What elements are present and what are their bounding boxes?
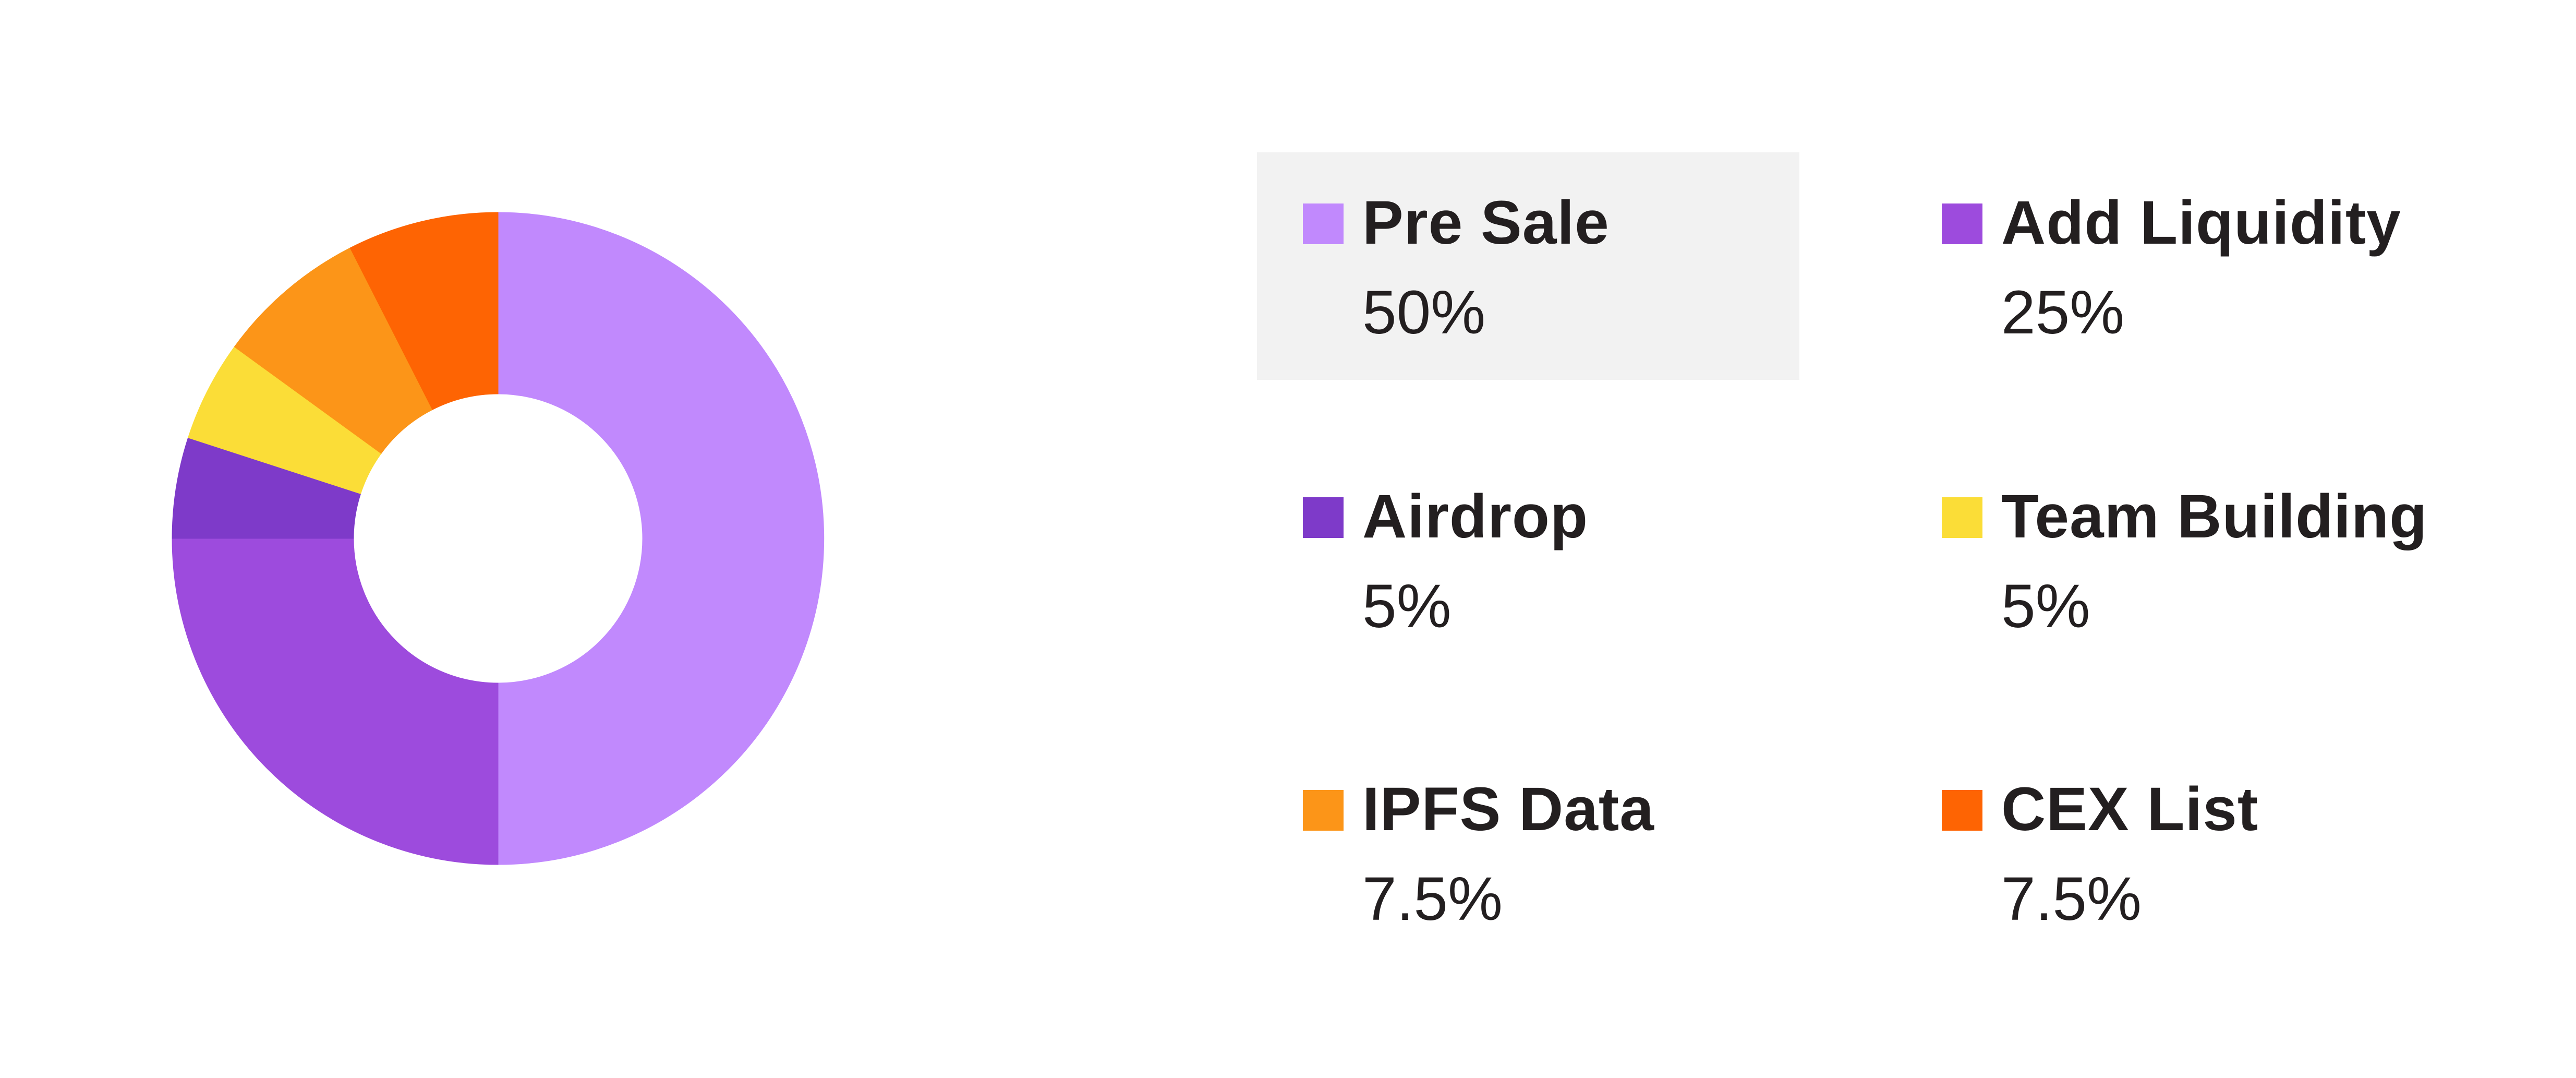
legend-item-pre-sale[interactable]: Pre Sale 50% [1257, 152, 1799, 380]
legend-item-ipfs-data[interactable]: IPFS Data 7.5% [1257, 739, 1799, 966]
legend-label: Team Building [2001, 482, 2428, 551]
legend-swatch [1942, 203, 1982, 244]
legend-value: 7.5% [2001, 865, 2142, 933]
legend-item-airdrop[interactable]: Airdrop 5% [1257, 446, 1799, 674]
legend-label: Airdrop [1362, 482, 1589, 551]
legend-item-cex-list[interactable]: CEX List 7.5% [1896, 739, 2438, 966]
slice-pre-sale[interactable] [498, 212, 825, 865]
slice-add-liquidity[interactable] [172, 538, 499, 865]
legend-label: CEX List [2001, 775, 2259, 844]
legend-label: Add Liquidity [2001, 188, 2401, 257]
legend-label: IPFS Data [1362, 775, 1654, 844]
legend-swatch [1303, 203, 1344, 244]
legend-swatch [1942, 790, 1982, 831]
legend-item-team-building[interactable]: Team Building 5% [1896, 446, 2438, 674]
legend-swatch [1942, 497, 1982, 538]
legend-label: Pre Sale [1362, 188, 1610, 257]
legend-value: 50% [1362, 278, 1486, 347]
legend-value: 5% [1362, 572, 1452, 641]
legend-swatch [1303, 790, 1344, 831]
legend-item-add-liquidity[interactable]: Add Liquidity 25% [1896, 152, 2438, 380]
legend-swatch [1303, 497, 1344, 538]
legend-value: 5% [2001, 572, 2090, 641]
legend-value: 7.5% [1362, 865, 1503, 933]
legend-value: 25% [2001, 278, 2125, 347]
slice-cex-list[interactable] [349, 212, 499, 410]
donut-chart [172, 212, 825, 865]
slice-ipfs-data[interactable] [234, 247, 433, 454]
